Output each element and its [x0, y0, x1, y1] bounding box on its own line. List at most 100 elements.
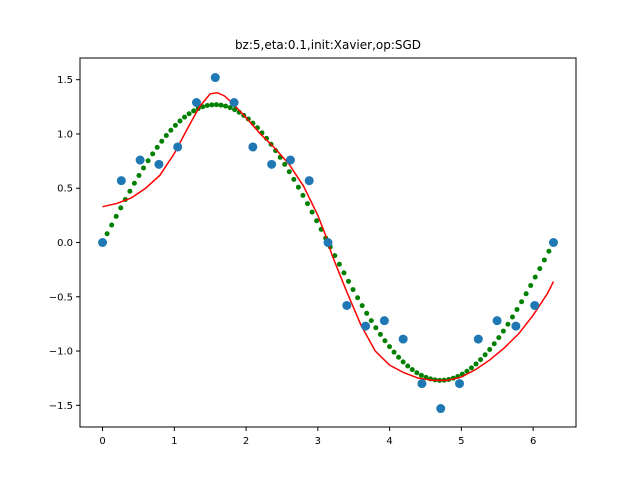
blue-point	[98, 238, 108, 247]
blue-point	[229, 97, 239, 107]
green-dot	[418, 372, 424, 378]
green-dot	[386, 344, 392, 350]
blue-point	[173, 142, 183, 152]
plot-frame	[79, 57, 577, 428]
green-dot	[218, 102, 224, 108]
y-tick-label: 0.0	[57, 238, 73, 249]
blue-point	[511, 321, 521, 331]
green-dot	[150, 151, 156, 157]
green-dots-series	[100, 102, 556, 383]
green-dot	[487, 346, 493, 352]
blue-point	[417, 379, 427, 389]
x-tick-label: 3	[315, 436, 321, 447]
green-dot	[172, 122, 178, 128]
green-dot	[350, 287, 356, 293]
green-dot	[282, 161, 288, 167]
green-dot	[141, 165, 147, 171]
green-dot	[468, 365, 474, 371]
green-dot	[496, 335, 502, 341]
blue-point	[135, 155, 145, 165]
green-dot	[400, 359, 406, 365]
green-dot	[373, 325, 379, 331]
blue-point	[398, 334, 408, 344]
green-dot	[213, 102, 219, 108]
green-dot	[191, 108, 197, 114]
blue-point	[548, 238, 558, 247]
green-dot	[118, 205, 124, 211]
red-fit-line	[102, 91, 555, 382]
green-dot	[377, 331, 383, 337]
green-dot	[223, 103, 229, 109]
green-dot	[382, 338, 388, 344]
green-dot	[286, 169, 292, 175]
blue-point	[473, 334, 483, 344]
blue-point	[361, 321, 371, 331]
green-dot	[519, 299, 525, 305]
green-dot	[345, 278, 351, 284]
x-tick-label: 1	[171, 436, 177, 447]
green-dot	[145, 158, 151, 164]
green-dot	[314, 218, 320, 224]
blue-point	[323, 238, 333, 247]
green-dot	[295, 184, 301, 190]
y-tick-label: −1.5	[49, 401, 73, 412]
blue-point	[210, 73, 220, 83]
x-tick-label: 6	[530, 436, 536, 447]
blue-point	[191, 97, 201, 107]
green-dot	[514, 307, 520, 313]
green-dot	[509, 314, 515, 320]
green-dot	[482, 352, 488, 358]
green-dot	[127, 188, 133, 194]
y-tick-label: 0.5	[57, 184, 73, 195]
green-dot	[336, 261, 342, 267]
blue-point	[285, 155, 295, 165]
y-tick-label: 1.0	[57, 129, 73, 140]
x-tick-label: 4	[386, 436, 392, 447]
green-dot	[291, 176, 297, 182]
green-dot	[163, 133, 169, 139]
green-dot	[131, 180, 137, 186]
green-dot	[464, 368, 470, 374]
blue-point	[267, 159, 277, 169]
y-tick-label: −1.0	[49, 347, 73, 358]
green-dot	[168, 127, 174, 133]
green-dot	[409, 367, 415, 373]
green-dot	[541, 257, 547, 263]
axis-ticks: 0 1 2 3 4 5 6 −1.5 −1.0 −0.5 0.0 0.5 1.0 1.5	[49, 75, 537, 447]
x-tick-label: 2	[243, 436, 249, 447]
y-tick-label: 1.5	[57, 75, 73, 86]
green-dot	[500, 328, 506, 334]
green-dot	[204, 103, 210, 109]
green-dot	[136, 172, 142, 178]
green-dot	[478, 357, 484, 363]
blue-point	[248, 142, 258, 152]
blue-point	[116, 176, 126, 186]
green-dot	[414, 370, 420, 376]
green-dot	[355, 295, 361, 301]
blue-point	[436, 404, 446, 414]
green-dot	[528, 283, 534, 289]
green-dot	[364, 310, 370, 316]
green-dot	[391, 349, 397, 355]
green-dot	[309, 209, 315, 215]
green-dot	[359, 303, 365, 309]
blue-point	[492, 316, 502, 326]
green-dot	[186, 111, 192, 117]
green-dot	[537, 266, 543, 272]
y-tick-label: −0.5	[49, 292, 73, 303]
blue-point	[530, 300, 540, 310]
green-dot	[232, 107, 238, 113]
blue-point	[304, 176, 314, 186]
green-dot	[182, 114, 188, 120]
green-dot	[177, 118, 183, 124]
green-dot	[332, 253, 338, 259]
green-dot	[491, 341, 497, 347]
green-dot	[227, 105, 233, 111]
green-dot	[209, 102, 215, 108]
green-dot	[341, 270, 347, 276]
green-dot	[546, 248, 552, 254]
green-dot	[523, 291, 529, 297]
blue-point	[342, 300, 352, 310]
green-dot	[109, 222, 115, 228]
